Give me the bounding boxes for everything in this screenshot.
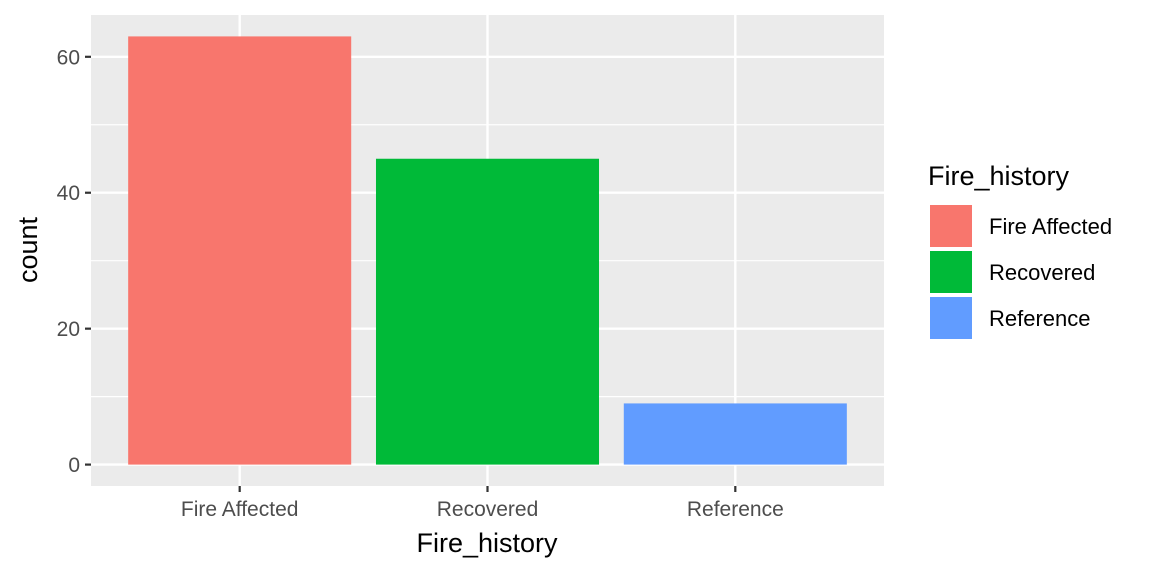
x-tick-label: Fire Affected (181, 498, 299, 521)
legend-key (930, 205, 972, 247)
y-axis-ticks: 0 20 40 60 (57, 46, 91, 477)
y-tick-label: 40 (57, 182, 80, 205)
legend: Fire_history Fire Affected Recovered Refer… (928, 161, 1112, 339)
y-axis-title: count (13, 216, 43, 283)
x-tick-label: Recovered (437, 498, 539, 521)
legend-key (930, 251, 972, 293)
bars (128, 36, 847, 465)
y-tick-label: 20 (57, 318, 80, 341)
y-tick-label: 0 (68, 454, 80, 477)
legend-label: Recovered (989, 260, 1095, 285)
y-tick-label: 60 (57, 46, 80, 69)
x-axis-title: Fire_history (416, 528, 558, 558)
legend-title: Fire_history (928, 161, 1070, 191)
bar (375, 158, 600, 465)
bar (128, 36, 352, 465)
legend-label: Fire Affected (989, 214, 1112, 239)
legend-key (930, 297, 972, 339)
legend-items: Fire Affected Recovered Reference (930, 205, 1112, 339)
x-axis-ticks: Fire Affected Recovered Reference (181, 486, 784, 521)
bar (623, 403, 847, 465)
x-tick-label: Reference (687, 498, 784, 521)
legend-label: Reference (989, 306, 1091, 331)
